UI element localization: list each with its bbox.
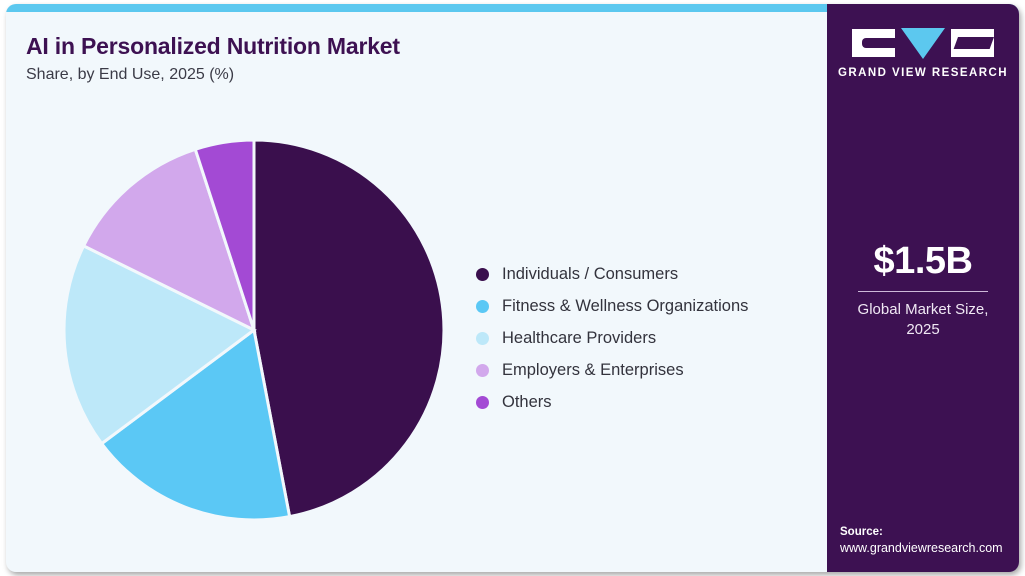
pie-slice-group [62, 138, 446, 522]
logo-letter-g-icon [852, 29, 895, 57]
pie-slice[interactable] [99, 327, 292, 522]
source-footer: Source: www.grandviewresearch.com [840, 526, 1018, 555]
infographic-card: AI in Personalized Nutrition Market Shar… [6, 4, 1019, 572]
legend-item-label: Individuals / Consumers [502, 264, 679, 283]
legend-item[interactable]: Individuals / Consumers [476, 258, 748, 290]
logo-letter-r-icon [951, 29, 994, 57]
legend-item[interactable]: Employers & Enterprises [476, 354, 748, 386]
top-accent-bar [6, 4, 1019, 12]
legend-item-label: Employers & Enterprises [502, 360, 684, 379]
page-subtitle: Share, by End Use, 2025 (%) [26, 66, 235, 83]
pie-chart-svg [62, 138, 446, 522]
market-size-value: $1.5B [873, 240, 973, 282]
legend-color-swatch-icon [476, 299, 489, 313]
legend-item[interactable]: Others [476, 386, 748, 418]
market-size-stat: $1.5B Global Market Size, 2025 [827, 240, 1019, 340]
pie-chart [58, 134, 450, 526]
source-label: Source: [840, 526, 883, 538]
pie-slice[interactable] [81, 147, 257, 333]
pie-slice[interactable] [62, 243, 257, 446]
pie-slice[interactable] [252, 138, 446, 519]
chart-legend: Individuals / Consumers Fitness & Wellne… [476, 258, 748, 418]
legend-item-label: Fitness & Wellness Organizations [502, 296, 749, 315]
pie-slice[interactable] [193, 138, 256, 331]
legend-item[interactable]: Healthcare Providers [476, 322, 748, 354]
logo-letter-v-triangle-icon [901, 27, 945, 59]
brand-side-panel: GRAND VIEW RESEARCH $1.5B Global Market … [827, 4, 1019, 572]
legend-item-label: Others [502, 392, 552, 411]
stat-divider [858, 290, 988, 292]
market-size-caption: Global Market Size, 2025 [857, 300, 989, 339]
source-url[interactable]: www.grandviewresearch.com [840, 541, 1003, 555]
legend-item-label: Healthcare Providers [502, 328, 657, 347]
legend-color-swatch-icon [476, 331, 489, 345]
chart-main-area: AI in Personalized Nutrition Market Shar… [6, 12, 821, 572]
logo-marks [827, 27, 1019, 59]
legend-color-swatch-icon [476, 395, 489, 409]
brand-name: GRAND VIEW RESEARCH [837, 67, 1009, 79]
legend-item[interactable]: Fitness & Wellness Organizations [476, 290, 748, 322]
brand-logo: GRAND VIEW RESEARCH [827, 27, 1019, 79]
legend-color-swatch-icon [476, 363, 489, 377]
page-title: AI in Personalized Nutrition Market [26, 33, 400, 59]
legend-color-swatch-icon [476, 267, 489, 281]
